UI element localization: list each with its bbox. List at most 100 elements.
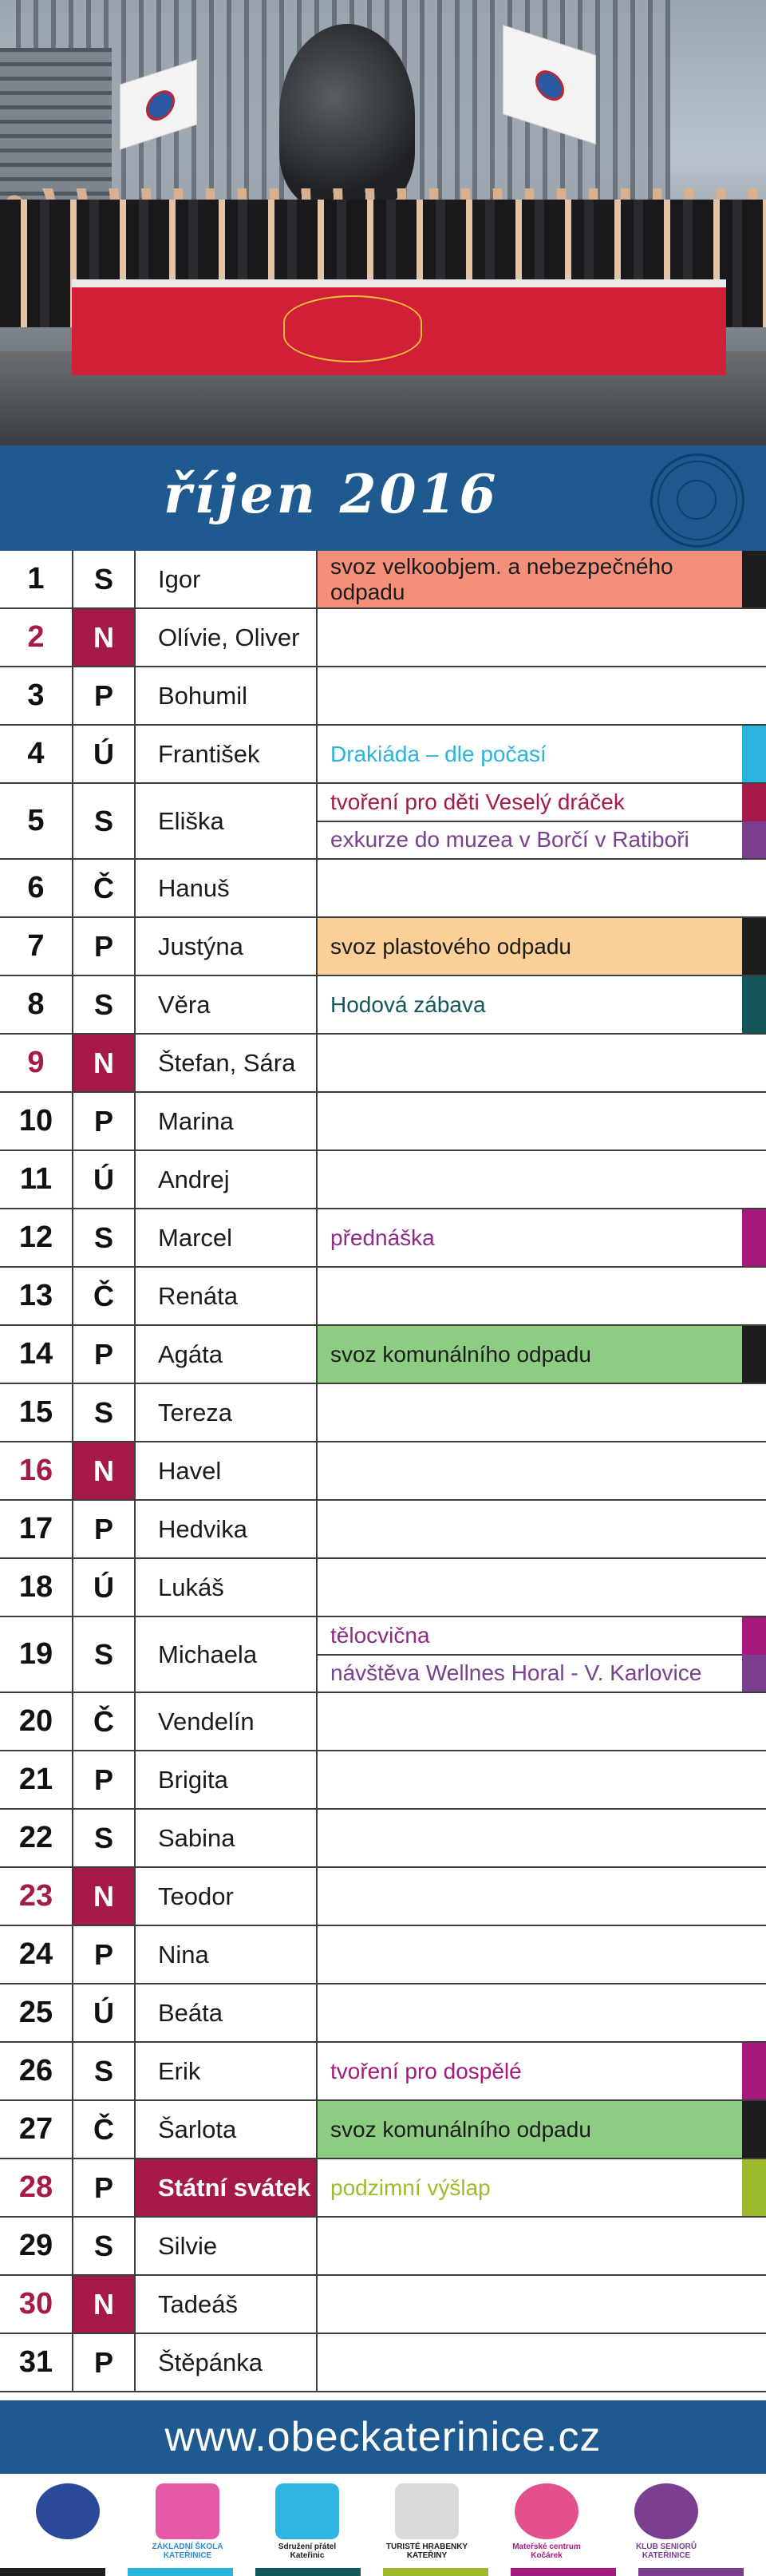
day-number: 29 bbox=[0, 2218, 73, 2274]
event-text: návštěva Wellnes Horal - V. Karlovice bbox=[318, 1653, 742, 1692]
day-number: 30 bbox=[0, 2276, 73, 2333]
day-row: 2 N Olívie, Oliver bbox=[0, 609, 766, 667]
event-cell bbox=[318, 2276, 742, 2333]
nameday: Tereza bbox=[136, 1384, 318, 1441]
event-cell: Hodová zábava bbox=[318, 976, 742, 1033]
color-strip bbox=[128, 2568, 233, 2576]
event-text: přednáška bbox=[330, 1225, 435, 1250]
category-tab bbox=[742, 2043, 766, 2099]
nameday: Brigita bbox=[136, 1751, 318, 1808]
day-row: 9 N Štefan, Sára bbox=[0, 1035, 766, 1093]
event-cell bbox=[318, 1151, 742, 1208]
logo-caption: Sdružení přátel Kateřinic bbox=[278, 2542, 337, 2560]
event-cell: podzimní výšlap bbox=[318, 2159, 742, 2216]
day-row: 12 S Marcel přednáška bbox=[0, 1209, 766, 1268]
event-text: tělocvična bbox=[330, 1622, 430, 1648]
nameday: Štefan, Sára bbox=[136, 1035, 318, 1091]
logo-school: ZÁKLADNÍ ŠKOLA KATEŘINICE bbox=[144, 2483, 231, 2563]
event-text: podzimní výšlap bbox=[330, 2174, 491, 2200]
sculpture bbox=[279, 24, 415, 208]
category-marker bbox=[742, 1654, 766, 1692]
category-tab bbox=[742, 1035, 766, 1091]
event-cell: svoz komunálního odpadu bbox=[318, 1326, 742, 1383]
weekday-letter: S bbox=[73, 1617, 136, 1692]
event-cell bbox=[318, 1868, 742, 1925]
website-link[interactable]: www.obeckaterinice.cz bbox=[164, 2414, 602, 2460]
day-number: 7 bbox=[0, 918, 73, 975]
url-band: www.obeckaterinice.cz bbox=[0, 2400, 766, 2474]
day-number: 31 bbox=[0, 2334, 73, 2391]
event-cell bbox=[318, 1559, 742, 1616]
event-cell bbox=[318, 1693, 742, 1750]
weekday-letter: N bbox=[73, 1035, 136, 1091]
day-row: 4 Ú František Drakiáda – dle počasí bbox=[0, 726, 766, 784]
category-tab bbox=[742, 1268, 766, 1324]
day-number: 28 bbox=[0, 2159, 73, 2216]
logo-caption: TURISTÉ HRABENKY KATEŘINY bbox=[385, 2542, 468, 2560]
hikers-icon bbox=[395, 2483, 459, 2539]
weekday-letter: S bbox=[73, 1810, 136, 1866]
weekday-letter: Ú bbox=[73, 726, 136, 782]
day-number: 13 bbox=[0, 1268, 73, 1324]
category-tab bbox=[742, 726, 766, 782]
category-marker bbox=[742, 2101, 766, 2158]
weekday-letter: P bbox=[73, 667, 136, 724]
day-number: 27 bbox=[0, 2101, 73, 2158]
nameday: Olívie, Oliver bbox=[136, 609, 318, 666]
category-tab bbox=[742, 1693, 766, 1750]
category-marker bbox=[742, 784, 766, 821]
day-row: 17 P Hedvika bbox=[0, 1501, 766, 1559]
day-number: 3 bbox=[0, 667, 73, 724]
event-text: svoz komunálního odpadu bbox=[318, 2101, 742, 2158]
nameday: Teodor bbox=[136, 1868, 318, 1925]
category-tab bbox=[742, 1984, 766, 2041]
day-number: 10 bbox=[0, 1093, 73, 1150]
nameday: Agáta bbox=[136, 1326, 318, 1383]
weekday-letter: N bbox=[73, 2276, 136, 2333]
day-row: 31 P Štěpánka bbox=[0, 2334, 766, 2392]
category-tab bbox=[742, 1151, 766, 1208]
event-cell bbox=[318, 609, 742, 666]
nameday: Šarlota bbox=[136, 2101, 318, 2158]
category-marker bbox=[742, 551, 766, 607]
calendar-table: 1 S Igor svoz velkoobjem. a nebezpečného od… bbox=[0, 551, 766, 2400]
event-cell: tvoření pro dospělé bbox=[318, 2043, 742, 2099]
mother-center-icon bbox=[515, 2483, 578, 2539]
day-row: 7 P Justýna svoz plastového odpadu bbox=[0, 918, 766, 976]
day-row: 10 P Marina bbox=[0, 1093, 766, 1151]
category-tab bbox=[742, 2218, 766, 2274]
logo-spk: Sdružení přátel Kateřinic bbox=[263, 2483, 351, 2563]
event-cell bbox=[318, 1268, 742, 1324]
category-tab bbox=[742, 1326, 766, 1383]
nameday: Hanuš bbox=[136, 860, 318, 916]
nameday: Štěpánka bbox=[136, 2334, 318, 2391]
nameday: Tadeáš bbox=[136, 2276, 318, 2333]
nameday: František bbox=[136, 726, 318, 782]
event-cell bbox=[318, 1093, 742, 1150]
category-tab bbox=[742, 1810, 766, 1866]
day-row: 6 Č Hanuš bbox=[0, 860, 766, 918]
coat-of-arms-icon bbox=[36, 2483, 100, 2539]
category-marker bbox=[742, 1209, 766, 1266]
day-number: 5 bbox=[0, 784, 73, 858]
day-number: 2 bbox=[0, 609, 73, 666]
day-row: 5 S Eliška tvoření pro děti Veselý dráček ex… bbox=[0, 784, 766, 860]
day-row: 24 P Nina bbox=[0, 1926, 766, 1984]
category-marker bbox=[742, 1326, 766, 1383]
day-number: 9 bbox=[0, 1035, 73, 1091]
category-tab bbox=[742, 918, 766, 975]
category-tab bbox=[742, 1868, 766, 1925]
logo-caption: ZÁKLADNÍ ŠKOLA KATEŘINICE bbox=[152, 2542, 223, 2560]
category-tab bbox=[742, 860, 766, 916]
category-tab bbox=[742, 667, 766, 724]
color-strip bbox=[638, 2568, 744, 2576]
day-number: 14 bbox=[0, 1326, 73, 1383]
day-number: 18 bbox=[0, 1559, 73, 1616]
table-logo bbox=[283, 295, 422, 362]
month-title: říjen 2016 bbox=[164, 463, 499, 525]
seniors-icon bbox=[634, 2483, 698, 2539]
weekday-letter: P bbox=[73, 1751, 136, 1808]
day-row: 13 Č Renáta bbox=[0, 1268, 766, 1326]
nameday: Marcel bbox=[136, 1209, 318, 1266]
weekday-letter: S bbox=[73, 1384, 136, 1441]
